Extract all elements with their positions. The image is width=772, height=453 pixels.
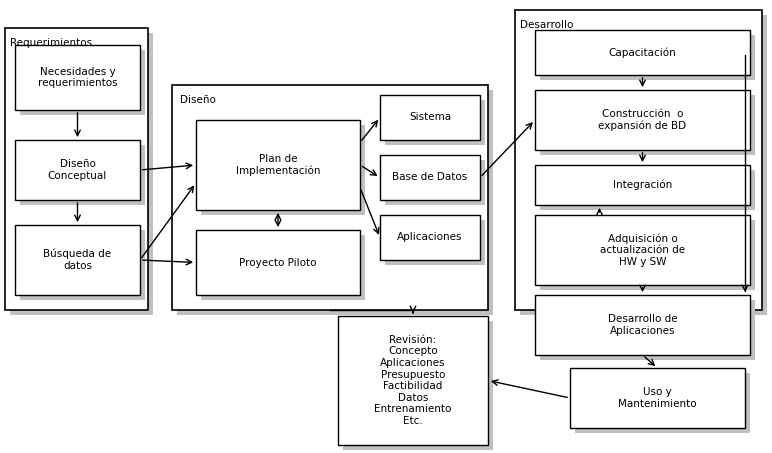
- Text: Desarrollo: Desarrollo: [520, 20, 574, 30]
- Bar: [15, 140, 140, 200]
- Bar: [540, 95, 755, 155]
- Text: Sistema: Sistema: [409, 112, 451, 122]
- Bar: [201, 125, 365, 215]
- Bar: [520, 15, 767, 315]
- Bar: [515, 10, 762, 310]
- Text: Uso y
Mantenimiento: Uso y Mantenimiento: [618, 387, 697, 409]
- Bar: [385, 100, 485, 145]
- Text: Requerimientos: Requerimientos: [10, 38, 92, 48]
- Bar: [177, 90, 493, 315]
- Bar: [201, 235, 365, 300]
- Bar: [172, 85, 488, 310]
- Bar: [196, 230, 360, 295]
- Bar: [380, 155, 480, 200]
- Bar: [380, 215, 480, 260]
- Text: Desarrollo de
Aplicaciones: Desarrollo de Aplicaciones: [608, 314, 677, 336]
- Bar: [20, 145, 145, 205]
- Bar: [575, 373, 750, 433]
- Bar: [343, 321, 493, 450]
- Bar: [20, 50, 145, 115]
- Bar: [196, 120, 360, 210]
- Text: Búsqueda de
datos: Búsqueda de datos: [43, 249, 112, 271]
- Bar: [535, 90, 750, 150]
- Bar: [385, 160, 485, 205]
- Text: Capacitación: Capacitación: [608, 47, 676, 58]
- Text: Adquisición o
actualización de
HW y SW: Adquisición o actualización de HW y SW: [600, 233, 685, 267]
- Text: Aplicaciones: Aplicaciones: [398, 232, 462, 242]
- Bar: [570, 368, 745, 428]
- Text: Diseño
Conceptual: Diseño Conceptual: [48, 159, 107, 181]
- Bar: [5, 28, 148, 310]
- Bar: [380, 95, 480, 140]
- Bar: [338, 316, 488, 445]
- Text: Necesidades y
requerimientos: Necesidades y requerimientos: [38, 67, 117, 88]
- Bar: [15, 45, 140, 110]
- Bar: [535, 165, 750, 205]
- Text: Base de Datos: Base de Datos: [392, 173, 468, 183]
- Text: Diseño: Diseño: [180, 95, 216, 105]
- Text: Plan de
Implementación: Plan de Implementación: [235, 154, 320, 176]
- Bar: [535, 215, 750, 285]
- Bar: [540, 220, 755, 290]
- Bar: [540, 300, 755, 360]
- Text: Proyecto Piloto: Proyecto Piloto: [239, 257, 317, 268]
- Bar: [20, 230, 145, 300]
- Text: Revisión:
Concepto
Aplicaciones
Presupuesto
Factibilidad
Datos
Entrenamiento
Etc: Revisión: Concepto Aplicaciones Presupue…: [374, 335, 452, 426]
- Text: Construcción  o
expansión de BD: Construcción o expansión de BD: [598, 109, 686, 131]
- Bar: [540, 35, 755, 80]
- Bar: [385, 220, 485, 265]
- Bar: [10, 33, 153, 315]
- Bar: [535, 30, 750, 75]
- Bar: [15, 225, 140, 295]
- Text: Integración: Integración: [613, 180, 672, 190]
- Bar: [540, 170, 755, 210]
- Bar: [535, 295, 750, 355]
